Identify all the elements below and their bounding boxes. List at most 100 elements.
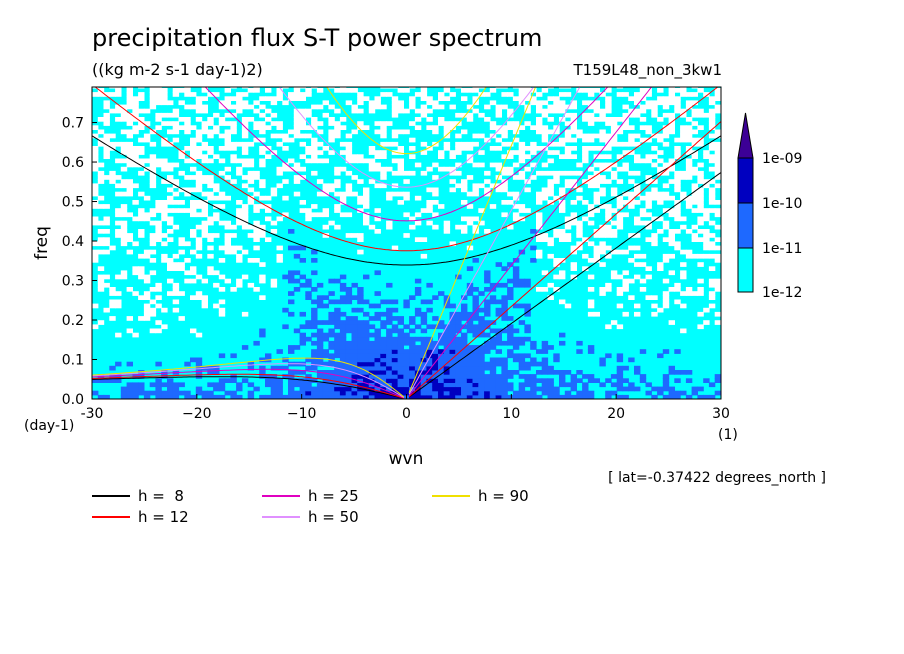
heatmap-cell <box>386 191 393 197</box>
heatmap-cell <box>126 287 133 292</box>
heatmap-cell <box>674 154 681 159</box>
heatmap-cell <box>391 390 399 396</box>
heatmap-cell <box>368 100 376 106</box>
heatmap-cell <box>414 390 422 396</box>
heatmap-cell <box>645 195 652 201</box>
heatmap-cell <box>409 374 416 379</box>
heatmap-cell <box>484 170 491 176</box>
heatmap-cell <box>599 112 606 118</box>
heatmap-cell <box>190 175 197 180</box>
heatmap-cell <box>536 108 543 114</box>
heatmap-cell <box>593 100 600 106</box>
heatmap-cell <box>570 262 577 267</box>
heatmap-cell <box>426 353 433 359</box>
heatmap-cell <box>432 224 439 230</box>
heatmap-cell <box>322 336 329 342</box>
heatmap-cell <box>311 324 318 330</box>
heatmap-cell <box>270 191 278 197</box>
heatmap-cell <box>530 394 537 399</box>
heatmap-cell <box>553 195 560 201</box>
heatmap-cell <box>120 224 128 230</box>
heatmap-cell <box>668 365 675 371</box>
heatmap-cell <box>138 390 145 396</box>
heatmap-cell <box>236 278 243 284</box>
heatmap-cell <box>685 394 693 399</box>
heatmap-cell <box>293 245 301 251</box>
heatmap-cell <box>391 191 399 197</box>
heatmap-cell <box>634 96 641 101</box>
heatmap-cell <box>253 100 260 106</box>
heatmap-cell <box>426 382 433 388</box>
heatmap-cell <box>530 100 537 106</box>
heatmap-cell <box>184 208 191 213</box>
heatmap-cell <box>161 179 168 184</box>
heatmap-cell <box>628 137 635 143</box>
heatmap-cell <box>512 370 520 375</box>
heatmap-cell <box>328 374 335 379</box>
heatmap-cell <box>703 216 710 222</box>
heatmap-cell <box>570 129 577 135</box>
heatmap-cell <box>357 125 364 130</box>
heatmap-cell <box>570 179 577 184</box>
heatmap-cell <box>138 137 145 143</box>
heatmap-cell <box>564 146 572 151</box>
heatmap-cell <box>697 208 704 213</box>
heatmap-cell <box>374 378 381 383</box>
heatmap-cell <box>703 320 710 325</box>
heatmap-cell <box>293 108 301 114</box>
heatmap-cell <box>311 332 318 338</box>
heatmap-cell <box>138 274 145 280</box>
heatmap-cell <box>190 394 197 399</box>
heatmap-cell <box>230 179 237 184</box>
heatmap-cell <box>259 295 266 300</box>
heatmap-cell <box>293 179 301 184</box>
heatmap-cell <box>674 187 681 193</box>
heatmap-cell <box>461 353 468 359</box>
heatmap-cell <box>357 390 364 396</box>
heatmap-cell <box>645 212 652 218</box>
heatmap-cell <box>339 390 347 396</box>
heatmap-cell <box>368 166 376 172</box>
heatmap-cell <box>357 96 364 101</box>
heatmap-cell <box>363 386 370 392</box>
heatmap-cell <box>466 112 474 118</box>
heatmap-cell <box>570 170 577 176</box>
y-tick-label: 0.6 <box>62 155 84 171</box>
heatmap-cell <box>305 158 312 164</box>
heatmap-cell <box>639 220 647 226</box>
heatmap-cell <box>651 191 658 197</box>
heatmap-cell <box>167 262 174 267</box>
heatmap-cell <box>103 100 110 106</box>
heatmap-cell <box>507 394 514 399</box>
heatmap-cell <box>582 117 589 122</box>
heatmap-cell <box>501 311 508 317</box>
heatmap-cell <box>651 303 658 309</box>
heatmap-cell <box>368 179 376 184</box>
heatmap-cell <box>397 386 404 392</box>
heatmap-cell <box>126 386 133 392</box>
heatmap-cell <box>97 117 105 122</box>
heatmap-cell <box>512 129 520 135</box>
heatmap-cell <box>426 200 433 205</box>
heatmap-cell <box>218 307 226 313</box>
heatmap-cell <box>634 233 641 238</box>
heatmap-cell <box>195 170 203 176</box>
heatmap-cell <box>132 394 139 399</box>
heatmap-cell <box>218 204 226 209</box>
heatmap-cell <box>484 349 491 354</box>
heatmap-cell <box>645 237 652 242</box>
heatmap-cell <box>316 328 324 334</box>
heatmap-cell <box>374 150 381 155</box>
heatmap-cell <box>345 187 353 193</box>
heatmap-cell <box>495 336 502 342</box>
heatmap-cell <box>155 200 162 205</box>
heatmap-cell <box>685 229 693 234</box>
heatmap-cell <box>582 137 589 143</box>
heatmap-cell <box>680 262 687 267</box>
heatmap-cell <box>293 382 301 388</box>
heatmap-cell <box>328 390 335 396</box>
heatmap-cell <box>334 191 341 197</box>
heatmap-cell <box>224 137 231 143</box>
heatmap-cell <box>541 357 549 363</box>
heatmap-cell <box>691 170 698 176</box>
